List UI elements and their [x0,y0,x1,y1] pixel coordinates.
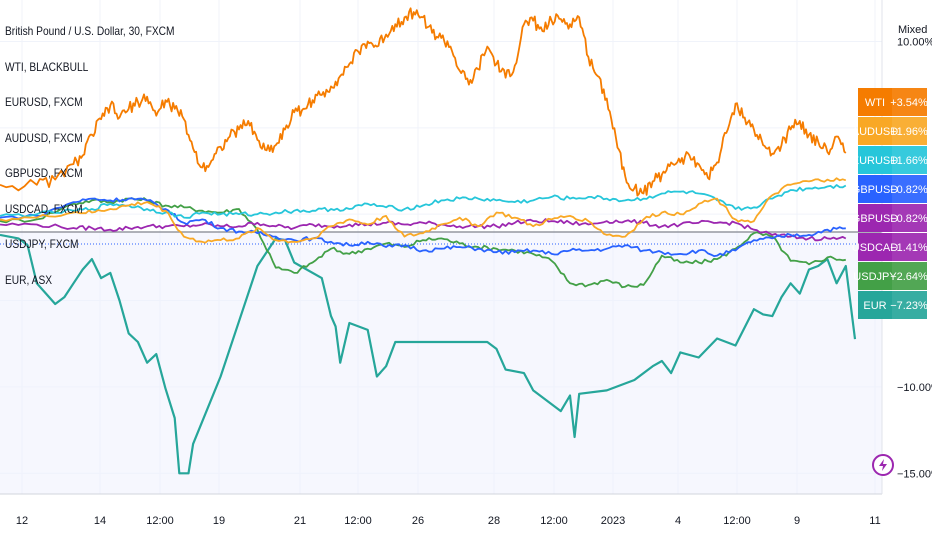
legend-item-eurusd[interactable]: EURUSD, FXCM [5,95,83,109]
series-line-audusd [0,177,847,244]
time-axis-tick-label: 12:00 [540,515,568,527]
legend-item-audusd[interactable]: AUDUSD, FXCM [5,130,83,145]
time-axis-tick-label: 19 [213,515,225,527]
badge-value-label: +1.96% [890,126,928,138]
last-value-badge-usdcad: USDCAD−1.41% [852,233,928,261]
badge-symbol-label: AUDUSD [852,126,899,138]
badge-value-label: −0.82% [890,184,928,196]
badge-symbol-label: EURUSD [852,155,899,167]
series-line-usdjpy [0,197,846,289]
time-axis-tick-label: 14 [94,515,106,527]
time-axis[interactable]: 12 14 12:00 19 21 12:00 26 28 12:00 2023 4 12:00 9 11 [16,515,881,527]
badge-symbol-label: EUR [863,300,886,312]
series-line-gbpusd [0,197,846,258]
time-axis-tick-label: 12:00 [146,515,174,527]
price-axis-tick-label: −15.00% [897,468,932,480]
time-axis-tick-label: 12:00 [723,515,751,527]
scale-mode-label[interactable]: Mixed [898,24,927,36]
series-line-wti [0,7,847,197]
badge-value-label: −2.64% [890,271,928,283]
legend-item-gbpusd[interactable]: GBPUSD, FXCM [5,166,83,180]
badge-value-label: −1.41% [890,242,928,254]
badge-symbol-label: GBPUSD [852,213,899,225]
last-value-badge-usdjpy: USDJPY−2.64% [853,262,928,290]
badge-value-label: +1.66% [890,155,928,167]
last-value-badge-gbpusd: GBPUSD−0.82% [852,204,928,232]
time-axis-tick-label: 21 [294,515,306,527]
legend-item-usdcad[interactable]: USDCAD, FXCM [5,201,83,216]
time-axis-tick-label: 9 [794,515,800,527]
price-axis[interactable]: 10.00% −10.00% −15.00% [897,36,932,480]
legend-item-wti[interactable]: WTI, BLACKBULL [5,59,89,74]
badge-symbol-label: GBPUSD [852,184,899,196]
last-value-badges: WTI +3.54%AUDUSD+1.96%EURUSD+1.66%GBPUSD−… [852,88,928,319]
badge-value-label: −0.82% [890,213,928,225]
series-line-eurusd [0,184,847,219]
price-axis-tick-label: 10.00% [897,36,932,48]
legend-item-usdjpy[interactable]: USDJPY, FXCM [5,237,79,251]
badge-value-label: +3.54% [890,97,928,109]
time-axis-tick-label: 12:00 [344,515,372,527]
badge-symbol-label: WTI [865,97,885,109]
alert-icon[interactable] [872,454,894,476]
last-value-badge-audusd: AUDUSD+1.96% [852,117,928,145]
legend: British Pound / U.S. Dollar, 30, FXCM WT… [5,22,174,306]
badge-value-label: −7.23% [890,300,928,312]
last-value-badge-eur: EUR −7.23% [858,291,928,319]
time-axis-tick-label: 11 [869,515,880,527]
time-axis-tick-label: 26 [412,515,424,527]
time-axis-tick-label: 28 [488,515,500,527]
last-value-badge-eurusd: EURUSD+1.66% [852,146,928,174]
legend-item-eur[interactable]: EUR, ASX [5,272,53,287]
legend-main-symbol[interactable]: British Pound / U.S. Dollar, 30, FXCM [5,24,175,38]
last-value-badge-wti: WTI +3.54% [858,88,928,116]
badge-symbol-label: USDJPY [853,271,897,283]
series-layer [0,7,857,475]
time-axis-tick-label: 2023 [601,515,625,527]
series-line-eur [0,233,857,475]
last-value-badge-gbpusd: GBPUSD−0.82% [852,175,928,203]
badge-symbol-label: USDCAD [852,242,899,254]
time-axis-tick-label: 4 [675,515,681,527]
time-axis-tick-label: 12 [16,515,28,527]
price-axis-tick-label: −10.00% [897,382,932,394]
